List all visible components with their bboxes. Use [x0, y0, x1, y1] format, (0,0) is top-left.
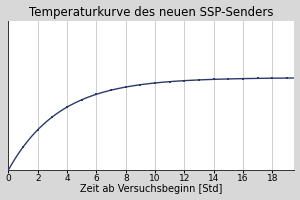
X-axis label: Zeit ab Versuchsbeginn [Std]: Zeit ab Versuchsbeginn [Std]	[80, 184, 223, 194]
Title: Temperaturkurve des neuen SSP-Senders: Temperaturkurve des neuen SSP-Senders	[29, 6, 274, 19]
